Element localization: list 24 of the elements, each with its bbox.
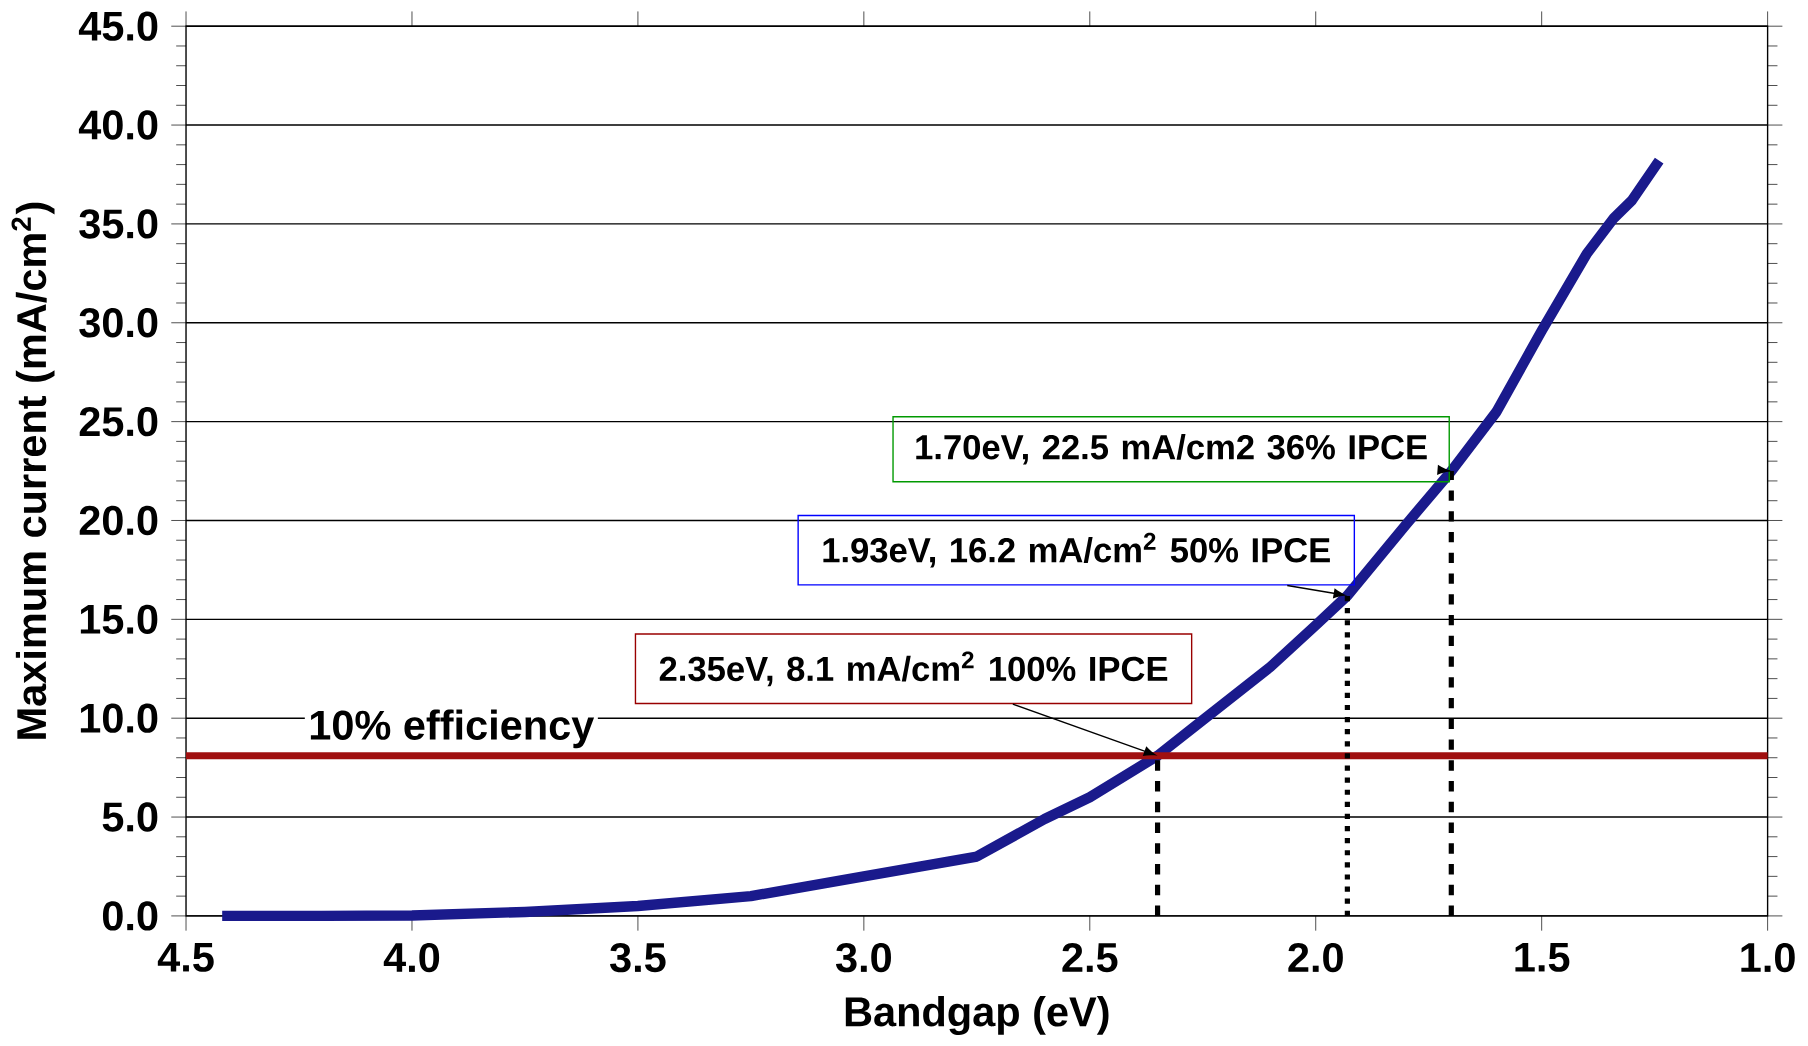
annotation: 1.70eV, 22.5 mA/cm2 36% IPCE (916, 433, 1427, 465)
y-tick-label: 45.0 (78, 11, 158, 41)
x-tick-label: 4.5 (157, 942, 214, 972)
y-tick-label: 35.0 (79, 208, 158, 239)
y-tick-label: 40.0 (78, 110, 158, 140)
x-tick-label: 3.0 (835, 942, 891, 973)
y-tick-label: 30.0 (79, 307, 158, 338)
annotation: 1.93eV, 16.2 mA/cm$^{2}$ 50% IPCE (823, 532, 1330, 568)
x-tick-label: 3.5 (610, 942, 666, 973)
x-tick-label: 2.5 (1062, 942, 1118, 973)
x-tick-label: 2.0 (1288, 942, 1343, 973)
y-tick-label: 25.0 (79, 406, 158, 437)
x-tick-label: 4.0 (383, 942, 440, 973)
x-tick-label: 1.5 (1515, 942, 1570, 972)
annotation: 2.35eV, 8.1 mA/cm$^{2}$ 100% IPCE (659, 651, 1168, 686)
y-tick-label: 5.0 (102, 802, 158, 832)
y-tick-label: 0.0 (102, 900, 158, 931)
x-tick-label: 1.0 (1741, 942, 1795, 973)
y-tick-label: 15.0 (80, 604, 158, 634)
ref-line-label: 10% efficiency (310, 709, 595, 748)
x-axis-title: Bandgap (eV) (845, 995, 1109, 1035)
y-tick-label: 20.0 (79, 505, 158, 535)
y-tick-label: 10.0 (80, 703, 158, 733)
y-axis-title: Maximum current (mA/cm$^{2}$) (11, 202, 55, 739)
